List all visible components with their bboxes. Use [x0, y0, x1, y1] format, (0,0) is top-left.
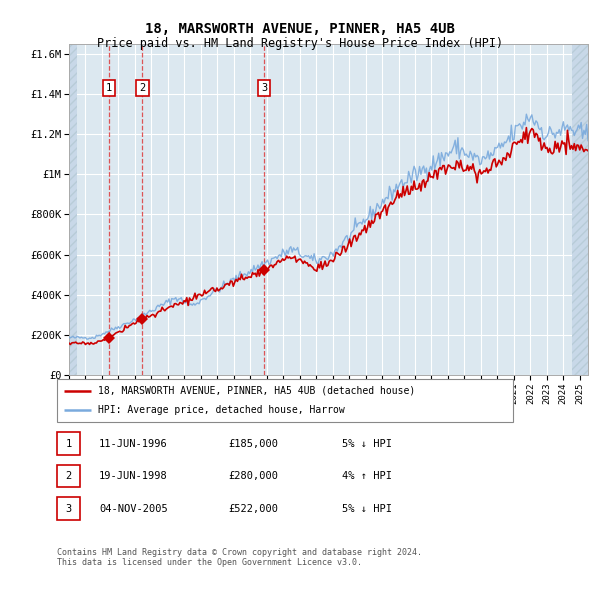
- Text: 3: 3: [65, 504, 71, 513]
- Bar: [572, 44, 588, 375]
- Text: 18, MARSWORTH AVENUE, PINNER, HA5 4UB (detached house): 18, MARSWORTH AVENUE, PINNER, HA5 4UB (d…: [98, 386, 415, 396]
- Text: 1: 1: [106, 83, 112, 93]
- Text: £522,000: £522,000: [228, 504, 278, 513]
- Text: 11-JUN-1996: 11-JUN-1996: [99, 439, 168, 448]
- Text: £280,000: £280,000: [228, 471, 278, 481]
- Text: 19-JUN-1998: 19-JUN-1998: [99, 471, 168, 481]
- Bar: [69, 44, 77, 375]
- Text: 1: 1: [65, 439, 71, 448]
- Text: Price paid vs. HM Land Registry's House Price Index (HPI): Price paid vs. HM Land Registry's House …: [97, 37, 503, 50]
- Text: 5% ↓ HPI: 5% ↓ HPI: [342, 504, 392, 513]
- FancyBboxPatch shape: [57, 379, 513, 422]
- Text: Contains HM Land Registry data © Crown copyright and database right 2024.
This d: Contains HM Land Registry data © Crown c…: [57, 548, 422, 567]
- Text: 3: 3: [261, 83, 267, 93]
- Text: 4% ↑ HPI: 4% ↑ HPI: [342, 471, 392, 481]
- Text: 04-NOV-2005: 04-NOV-2005: [99, 504, 168, 513]
- Text: 18, MARSWORTH AVENUE, PINNER, HA5 4UB: 18, MARSWORTH AVENUE, PINNER, HA5 4UB: [145, 22, 455, 37]
- Text: £185,000: £185,000: [228, 439, 278, 448]
- Text: 2: 2: [139, 83, 146, 93]
- Text: HPI: Average price, detached house, Harrow: HPI: Average price, detached house, Harr…: [98, 405, 345, 415]
- Text: 2: 2: [65, 471, 71, 481]
- Text: 5% ↓ HPI: 5% ↓ HPI: [342, 439, 392, 448]
